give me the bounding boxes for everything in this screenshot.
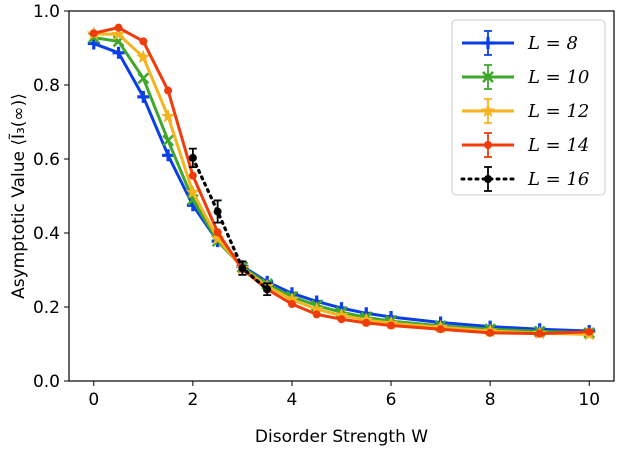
data-point — [112, 46, 125, 59]
data-point — [162, 134, 175, 147]
y-tick-label: 1.0 — [33, 2, 60, 22]
data-point — [87, 37, 100, 50]
legend-label: L = 10 — [527, 67, 589, 88]
data-point — [135, 49, 151, 64]
data-point — [210, 230, 226, 245]
legend-marker — [482, 71, 494, 83]
legend-marker — [480, 103, 496, 118]
x-tick-label: 8 — [485, 390, 496, 410]
data-point — [337, 315, 346, 324]
legend-frame — [451, 19, 606, 196]
y-tick-label: 0.8 — [33, 76, 60, 96]
legend-marker — [482, 37, 494, 49]
data-point — [387, 321, 396, 330]
x-tick-label: 6 — [386, 390, 397, 410]
data-point — [162, 149, 175, 162]
data-point — [486, 328, 495, 337]
x-tick-label: 0 — [88, 390, 99, 410]
legend-label: L = 16 — [527, 169, 589, 190]
plot-frame — [68, 10, 615, 382]
data-point — [114, 23, 123, 32]
data-point — [287, 300, 296, 309]
data-point — [585, 327, 594, 336]
legend-label: L = 14 — [527, 135, 589, 156]
data-point — [213, 228, 222, 237]
legend: L = 8 L = 10 L = 12 L = 14 L = 16 — [451, 19, 606, 196]
data-point — [160, 108, 176, 123]
data-point — [89, 29, 98, 38]
data-point — [188, 171, 197, 180]
axes-ticks: 0 2 4 6 8 10 0.0 0.2 0.4 0.6 0.8 1.0 — [33, 2, 600, 410]
data-point — [164, 86, 173, 95]
x-tick-label: 10 — [578, 390, 600, 410]
y-axis-label: Asymptotic Value ⟨Ĩ₃(∞)⟩ — [7, 93, 29, 299]
data-point — [238, 264, 247, 273]
data-point — [436, 325, 445, 334]
x-tick-label: 2 — [187, 390, 198, 410]
series-4 — [89, 23, 594, 338]
legend-marker — [484, 175, 492, 183]
data-point — [137, 90, 150, 103]
plot-marks — [86, 23, 597, 341]
data-point — [188, 153, 197, 162]
x-tick-label: 4 — [287, 390, 298, 410]
data-point — [362, 318, 371, 327]
data-point — [263, 285, 272, 294]
y-tick-label: 0.6 — [33, 150, 60, 170]
series-line — [191, 156, 269, 291]
y-tick-label: 0.0 — [33, 372, 60, 392]
data-point — [312, 310, 321, 319]
y-tick-label: 0.2 — [33, 298, 60, 318]
legend-label: L = 12 — [527, 101, 589, 122]
data-point — [535, 329, 544, 338]
series-5 — [188, 147, 272, 297]
x-axis-label: Disorder Strength W — [255, 427, 428, 447]
data-point — [139, 37, 148, 46]
data-point — [137, 72, 150, 85]
legend-label: L = 8 — [527, 33, 578, 54]
y-tick-label: 0.4 — [33, 224, 60, 244]
data-point — [213, 207, 222, 216]
legend-marker — [484, 141, 492, 149]
